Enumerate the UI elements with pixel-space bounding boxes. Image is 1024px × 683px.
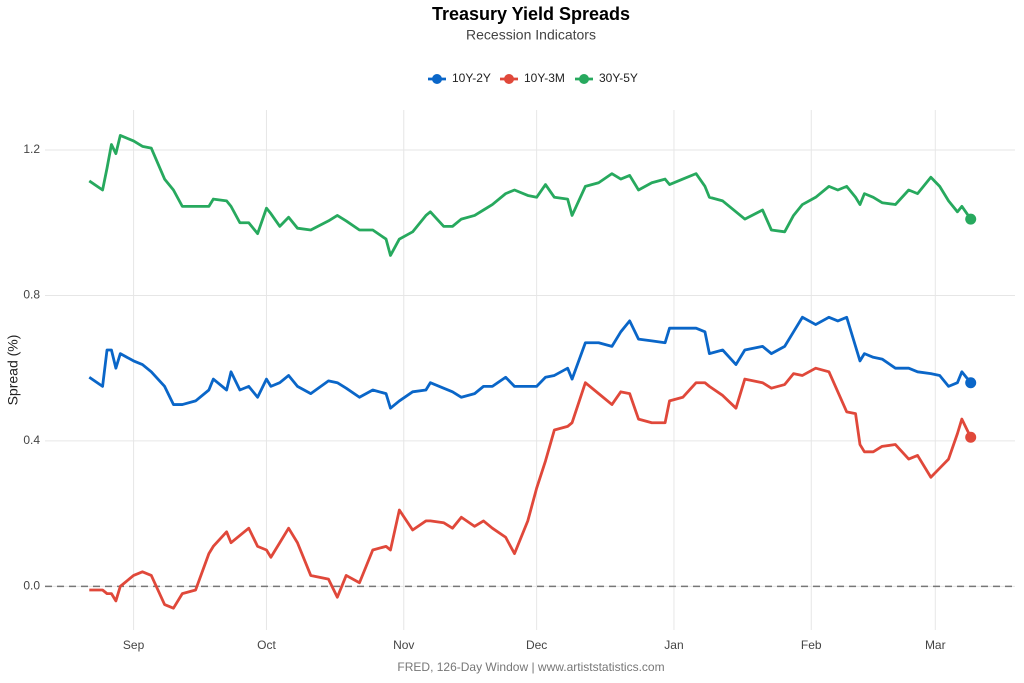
y-tick-label: 0.4 — [23, 433, 40, 447]
legend-swatch — [432, 74, 442, 84]
series-line — [88, 134, 972, 257]
series-line — [88, 315, 972, 410]
chart-title: Treasury Yield Spreads — [432, 4, 630, 24]
x-tick-label: Sep — [123, 638, 145, 652]
x-tick-label: Oct — [257, 638, 276, 652]
x-tick-label: Nov — [393, 638, 414, 652]
end-point — [965, 431, 977, 443]
y-tick-label: 0.0 — [23, 579, 40, 593]
x-tick-label: Jan — [664, 638, 683, 652]
legend-label: 30Y-5Y — [599, 71, 638, 85]
legend-label: 10Y-2Y — [452, 71, 491, 85]
legend-label: 10Y-3M — [524, 71, 565, 85]
x-tick-label: Dec — [526, 638, 547, 652]
legend: 10Y-2Y 10Y-3M 30Y-5Y — [428, 71, 638, 85]
legend-swatch — [504, 74, 514, 84]
plot-area — [88, 134, 977, 610]
chart-caption: FRED, 126-Day Window | www.artiststatist… — [397, 660, 664, 674]
end-point — [965, 213, 977, 225]
series-line — [89, 366, 972, 610]
chart-subtitle: Recession Indicators — [466, 27, 596, 43]
x-tick-label: Feb — [801, 638, 822, 652]
end-point — [965, 377, 977, 389]
y-axis-title: Spread (%) — [5, 335, 21, 406]
x-tick-label: Mar — [925, 638, 946, 652]
y-tick-label: 1.2 — [23, 142, 40, 156]
y-tick-label: 0.8 — [23, 288, 40, 302]
legend-swatch — [579, 74, 589, 84]
